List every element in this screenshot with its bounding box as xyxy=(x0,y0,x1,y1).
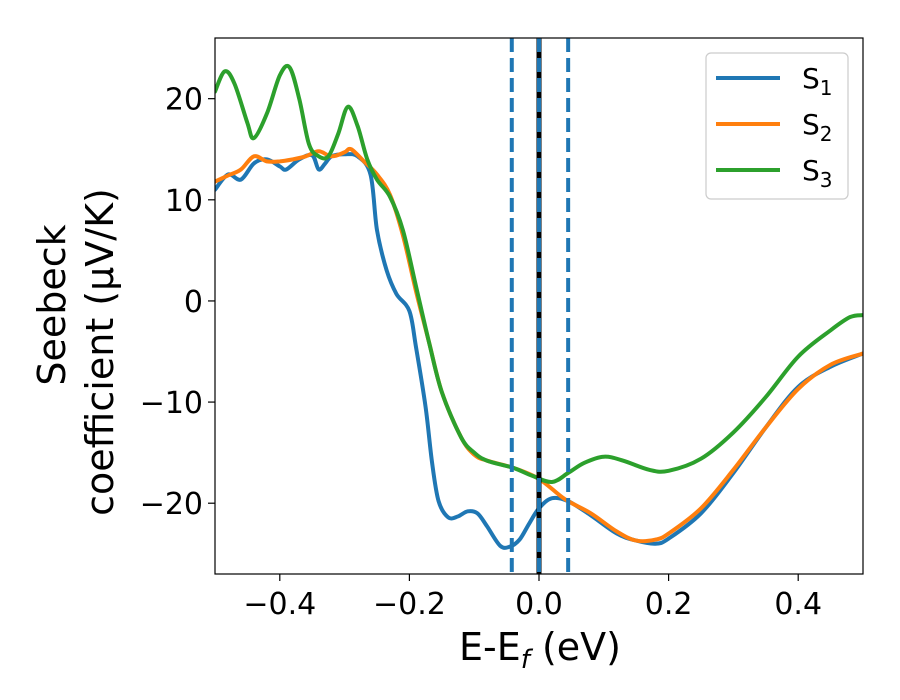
vertical-lines-layer xyxy=(509,38,571,574)
y-tick-label: 20 xyxy=(165,83,203,118)
x-tick-label: −0.2 xyxy=(373,587,446,622)
legend-label-s1: S1 xyxy=(802,62,833,100)
y-axis-title-line1: Seebeck xyxy=(30,224,74,385)
x-tick-label: −0.4 xyxy=(243,587,316,622)
x-tick-label: 0.4 xyxy=(774,587,822,622)
y-axis-ticks: 20 10 0 −10 −20 xyxy=(140,83,215,522)
series-layer xyxy=(215,63,863,550)
x-axis-title-main: E-E xyxy=(459,625,521,669)
legend: S1 S2 S3 xyxy=(705,52,849,200)
y-axis-title: Seebeck xyxy=(30,224,74,385)
y-axis-title-2: coefficient (μV/K) xyxy=(78,188,122,516)
x-tick-label: 0.0 xyxy=(515,587,563,622)
y-tick-label: 0 xyxy=(184,285,203,320)
x-axis-ticks: −0.4 −0.2 0.0 0.2 0.4 xyxy=(243,574,822,622)
x-axis-title-unit: (eV) xyxy=(530,625,621,669)
legend-label-s3: S3 xyxy=(802,154,833,192)
y-tick-label: 10 xyxy=(165,184,203,219)
y-axis-title-line2: coefficient (μV/K) xyxy=(78,188,122,516)
series-line-s3 xyxy=(215,63,863,485)
y-tick-label: −10 xyxy=(140,386,203,421)
x-tick-label: 0.2 xyxy=(645,587,693,622)
x-axis-title: E-Ef (eV) xyxy=(459,625,621,675)
legend-label-s2: S2 xyxy=(802,108,833,146)
y-tick-label: −20 xyxy=(140,487,203,522)
